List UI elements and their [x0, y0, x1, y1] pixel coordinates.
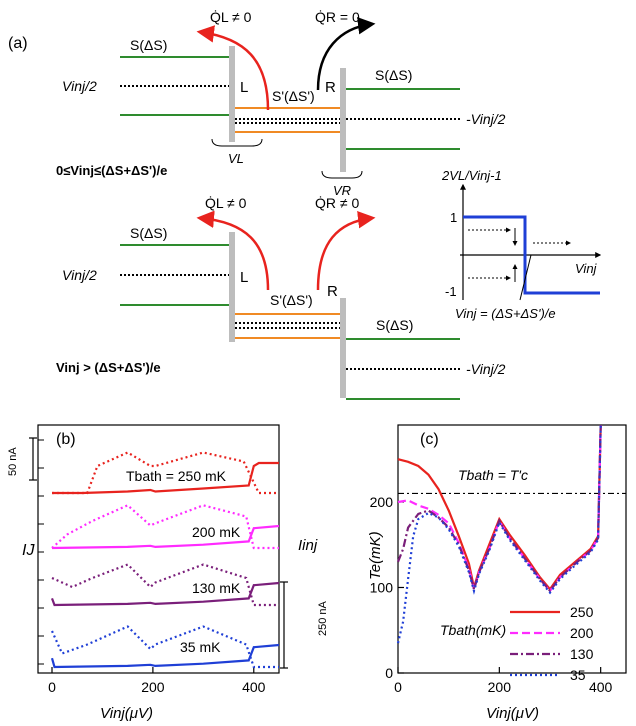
inset-ylabel: 2VL/Vinj-1: [441, 168, 502, 183]
L-label: L: [240, 79, 248, 96]
inset-threshold-label: Vinj = (ΔS+ΔS')/e: [455, 306, 556, 321]
legend-label-130: 130: [570, 646, 594, 662]
y-tick-label: 200: [370, 494, 394, 510]
condition-top: 0≤Vinj≤(ΔS+ΔS')/e: [56, 163, 167, 178]
x-tick-label: 200: [141, 679, 165, 695]
vl-brace: [211, 138, 263, 147]
s-mid-label: S'(ΔS'): [270, 292, 313, 308]
series-line-35-mK-dotted: [50, 625, 279, 669]
panel-b-label: (b): [56, 431, 76, 448]
legend-label-250: 250: [570, 604, 594, 620]
condition-bottom: Vinj > (ΔS+ΔS')/e: [56, 360, 161, 375]
vinj-right-label: -Vinj/2: [466, 111, 506, 127]
L-label: L: [240, 269, 248, 286]
x-tick-label: 0: [48, 679, 56, 695]
inset-xlabel: Vinj: [575, 261, 598, 276]
series-line-200-mK-solid: [51, 524, 280, 550]
s-left-label: S(ΔS): [130, 37, 167, 53]
heat-flow-left-arrow: [196, 25, 270, 111]
panel-c-curves: [396, 424, 626, 644]
x-tick-label: 0: [394, 679, 402, 695]
panel-a-label: (a): [8, 35, 28, 52]
panel-b-ylabel-right: Iinj: [298, 537, 318, 554]
barrier-R: [340, 298, 346, 398]
inset-threshold-pointer: [519, 254, 532, 301]
heat-flow-right-arrow: [316, 210, 376, 291]
R-label: R: [327, 283, 338, 300]
vinj-left-label: Vinj/2: [62, 78, 97, 94]
panel-c-ylabel: Te(mK): [367, 531, 384, 580]
heat-flow-left-arrow: [196, 210, 270, 291]
bottom-schematic: Q̇L ≠ 0 Q̇R ≠ 0 S(ΔS) S(ΔS) S'(ΔS') L R …: [56, 195, 506, 400]
top-schematic: Q̇L ≠ 0 Q̇R = 0 S(ΔS) S(ΔS) S'(ΔS') L R …: [56, 9, 506, 198]
panel-a: (a) Q̇L ≠ 0 Q̇R = 0 S(ΔS) S(ΔS) S'(ΔS') …: [8, 9, 602, 400]
inset-step-curve: [463, 215, 600, 295]
panel-b-x-ticks: 0 200 400: [48, 667, 266, 695]
scale-left-label: 50 nA: [7, 447, 19, 476]
x-tick-label: 400: [242, 679, 266, 695]
inset-y-top: 1: [450, 210, 457, 225]
panel-c-frame: [397, 424, 627, 674]
series-line-200-mK-dotted: [51, 504, 279, 550]
vr-brace: [321, 170, 363, 179]
panel-c-legend: 250 200 130 35: [510, 604, 594, 683]
panel-c-label-text: (c): [420, 431, 439, 448]
panel-b: (b) 0 200 400 Vinj(μV) IJ Iinj 50 nA 250 n…: [7, 424, 329, 722]
panel-b-ylabel: IJ: [22, 542, 35, 559]
qr-label: Q̇R = 0: [315, 9, 360, 25]
s-mid-label: S'(ΔS'): [272, 88, 315, 104]
temp-label-200: 200 mK: [192, 524, 241, 540]
panel-b-xlabel: Vinj(μV): [100, 705, 153, 722]
x-tick-label: 200: [488, 679, 512, 695]
R-label: R: [325, 79, 336, 96]
ql-label: Q̇L ≠ 0: [210, 9, 252, 25]
scale-right-label: 250 nA: [317, 600, 329, 636]
temp-label-35: 35 mK: [180, 639, 221, 655]
series-line-250: [397, 424, 602, 592]
s-right-label: S(ΔS): [375, 67, 412, 83]
vl-label: VL: [228, 151, 244, 166]
x-tick-label: 400: [589, 679, 613, 695]
panel-c-y-ticks: 0 100 200: [370, 494, 404, 681]
series-line-130: [396, 424, 602, 594]
s-left-label: S(ΔS): [130, 225, 167, 241]
ql-label: Q̇L ≠ 0: [205, 195, 247, 211]
vr-label: VR: [333, 183, 351, 198]
y-tick-label: 0: [385, 665, 393, 681]
s-right-label: S(ΔS): [376, 317, 413, 333]
panel-b-curves: [50, 451, 280, 669]
temp-label-250: Tbath = 250 mK: [126, 468, 227, 484]
panel-b-y-ticks: [38, 439, 44, 665]
series-line-250-mK-solid: [52, 461, 279, 495]
heat-flow-right-arrow: [316, 17, 376, 91]
barrier-L: [229, 232, 235, 342]
panel-c-x-ticks: 0 200 400: [394, 667, 613, 695]
inset-y-bottom: -1: [445, 284, 457, 299]
panel-c-xlabel: Vinj(μV): [486, 705, 539, 722]
inset-step-plot: 2VL/Vinj-1 1 -1 Vinj Vinj = (ΔS+ΔS')/e: [441, 168, 602, 321]
legend-label-200: 200: [570, 625, 594, 641]
legend-title: Tbath(mK): [440, 622, 506, 638]
series-line-130-mK-solid: [50, 581, 280, 607]
series-line-35-mK-solid: [50, 643, 280, 669]
series-line-130-mK-dotted: [51, 563, 279, 607]
vinj-right-label: -Vinj/2: [466, 361, 506, 377]
temp-label-130: 130 mK: [192, 580, 241, 596]
qr-label: Q̇R ≠ 0: [315, 195, 359, 211]
barrier-R: [340, 68, 346, 172]
legend-label-35: 35: [570, 667, 586, 683]
y-tick-label: 100: [370, 579, 394, 595]
barrier-L: [229, 46, 235, 142]
panel-c-annotation: Tbath = T'c: [458, 467, 528, 483]
series-line-250-mK-dotted: [52, 451, 279, 495]
vinj-left-label: Vinj/2: [62, 267, 97, 283]
